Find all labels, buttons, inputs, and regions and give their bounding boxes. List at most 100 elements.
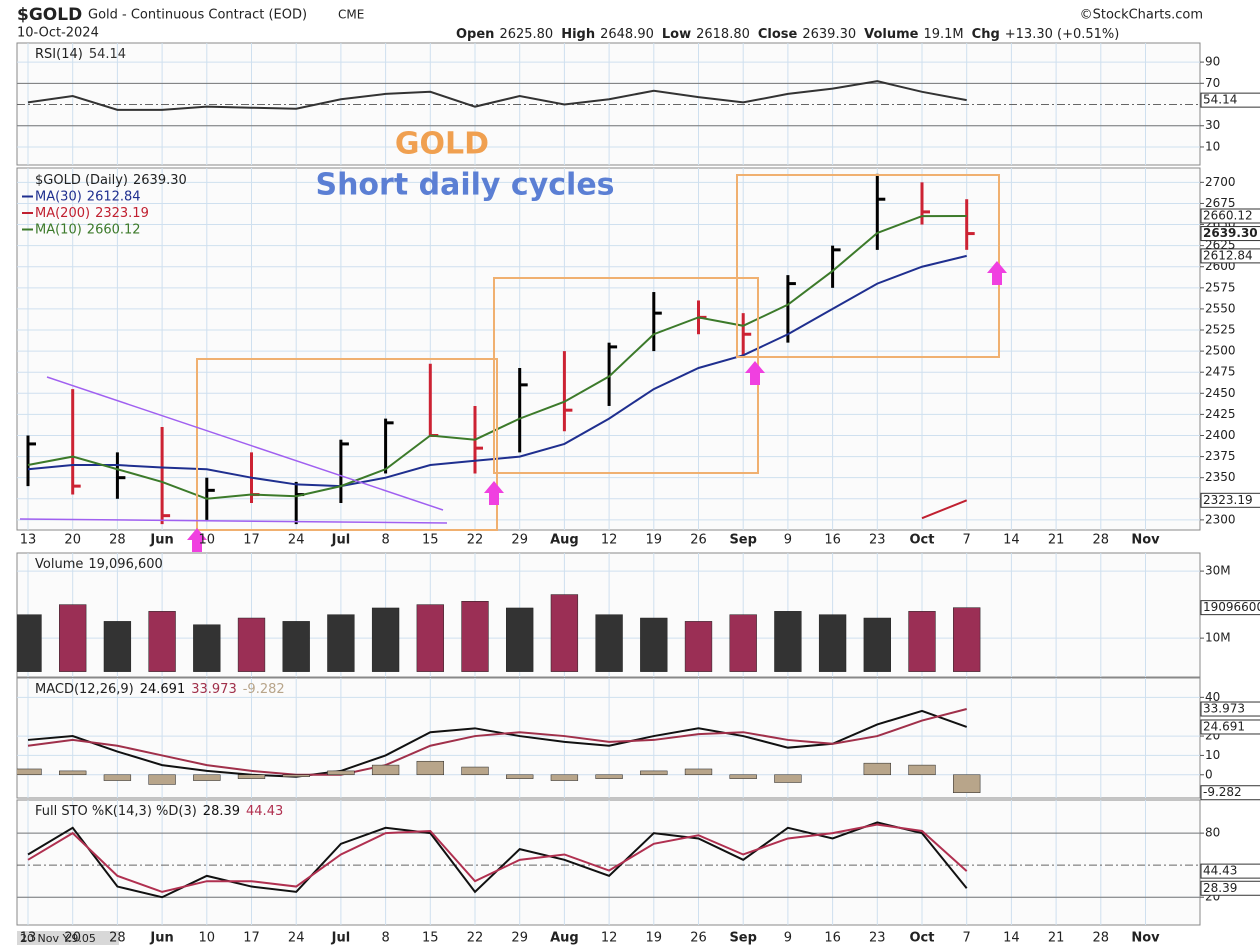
bar: [774, 611, 802, 672]
plots: 10307090RSI(14)54.1454.14230023252350237…: [16, 42, 1260, 926]
x-tick-label: 10: [199, 931, 216, 945]
y-tick-label: 10M: [1205, 631, 1231, 645]
legend-value: 2612.84: [87, 189, 141, 204]
legend: RSI(14) 54.14: [35, 47, 126, 62]
bar: [237, 617, 266, 672]
last-value-box: [1200, 208, 1260, 224]
quote-text: Open 2625.80 High 2648.90 Low 2618.80 Close 263…: [456, 27, 1119, 42]
last-value-box: [1200, 785, 1260, 801]
bar: [640, 617, 668, 672]
quote-label: Open: [456, 27, 494, 42]
y-tick-label: 2375: [1205, 449, 1236, 463]
legend-value: 44.43: [246, 804, 283, 819]
x-tick-label: 28: [109, 931, 126, 945]
quote-value: 2625.80: [499, 27, 553, 42]
last-value-box: [1200, 226, 1260, 242]
panel: 10M 30M Volume 19,096,600 19096600: [16, 552, 1260, 678]
x-tick-label: 19: [646, 931, 663, 945]
bar: [237, 774, 266, 779]
arrow: [187, 528, 207, 552]
x-tick-label: 7: [963, 533, 971, 548]
bar: [506, 607, 534, 672]
y-tick-label: 30: [1205, 118, 1220, 132]
bar: [416, 760, 444, 776]
legend-entry: $GOLD (Daily) 2639.30: [35, 173, 187, 188]
legend: MACD(12,26,9) 24.691 33.973 -9.282: [35, 682, 285, 697]
bar: [595, 774, 623, 779]
y-tick-label: 2675: [1205, 196, 1236, 210]
legend-title: RSI(14): [35, 47, 83, 62]
bar: [729, 614, 757, 672]
bar: [282, 621, 310, 672]
quote-value: +13.30 (+0.51%): [1005, 27, 1120, 42]
bar: [550, 774, 579, 781]
last-value-text: 33.973: [1203, 702, 1245, 716]
line: [27, 80, 967, 111]
x-tick-label: 17: [243, 931, 260, 945]
legend-title: MACD(12,26,9): [35, 682, 134, 697]
bar: [17, 614, 42, 672]
legend-title: Full STO %K(14,3) %D(3): [35, 804, 197, 819]
x-tick-label: Sep: [729, 931, 757, 945]
legend-title: Volume: [35, 557, 83, 572]
quote-label: High: [561, 27, 595, 42]
x-tick-label: 16: [824, 533, 841, 548]
plot-area: [17, 708, 981, 793]
bar: [193, 774, 221, 781]
x-tick-label: 24: [288, 533, 305, 548]
x-tick-label: 12: [601, 533, 618, 548]
quote-value: 2648.90: [600, 27, 654, 42]
last-value-text: 2323.19: [1203, 493, 1253, 507]
last-value-box: [1200, 92, 1260, 108]
x-tick-label: 20: [64, 533, 81, 548]
bar: [729, 774, 757, 779]
quote-label: Low: [662, 27, 691, 42]
plot-area: [27, 80, 967, 111]
y-tick-label: 2450: [1205, 386, 1236, 400]
last-value-text: 54.14: [1203, 93, 1237, 107]
last-value-box: [1200, 701, 1260, 717]
last-value-text: 44.43: [1203, 864, 1237, 878]
x-tick-label: 20: [64, 931, 81, 945]
bar: [416, 604, 444, 672]
last-value-box: [1200, 492, 1260, 508]
bar: [908, 764, 936, 776]
cursor-readout: 20 Nov Y:9.05: [20, 932, 96, 945]
quote-label: Close: [758, 27, 798, 42]
bar: [953, 607, 981, 672]
exchange: CME: [338, 8, 364, 22]
x-tick-label: Aug: [550, 533, 579, 548]
trendline: [46, 376, 444, 511]
bar: [371, 764, 400, 776]
line: [921, 499, 968, 520]
x-tick-label: 23: [869, 533, 886, 548]
bar: [550, 594, 579, 672]
y-tick-label: 2550: [1205, 301, 1236, 315]
y-tick-label: 0: [1205, 767, 1213, 781]
bar: [148, 611, 176, 672]
annotation-title: GOLD: [395, 127, 489, 162]
arrow: [745, 361, 765, 385]
legend-value: 33.973: [191, 682, 237, 697]
y-tick-label: 30M: [1205, 564, 1231, 578]
y-tick-label: 90: [1205, 55, 1220, 69]
y-tick-label: 80: [1205, 826, 1220, 840]
last-value-label: 24.691: [1200, 719, 1260, 735]
legend-value: 54.14: [89, 47, 126, 62]
x-tick-label: 26: [690, 533, 707, 548]
legend-value: 19,096,600: [88, 557, 162, 572]
last-value-label: 44.43: [1200, 863, 1260, 879]
last-value-text: 2639.30: [1203, 226, 1258, 240]
legend-value: 2323.19: [95, 206, 149, 221]
legend-value: 24.691: [140, 682, 186, 697]
legend: Full STO %K(14,3) %D(3) 28.39 44.43: [35, 804, 283, 819]
arrows: [187, 261, 1007, 552]
x-tick-label: Jul: [331, 931, 351, 945]
y-tick-label: 2300: [1205, 512, 1236, 526]
line: [27, 708, 967, 776]
x-tick-label: 10: [199, 533, 216, 548]
bar: [371, 607, 400, 672]
